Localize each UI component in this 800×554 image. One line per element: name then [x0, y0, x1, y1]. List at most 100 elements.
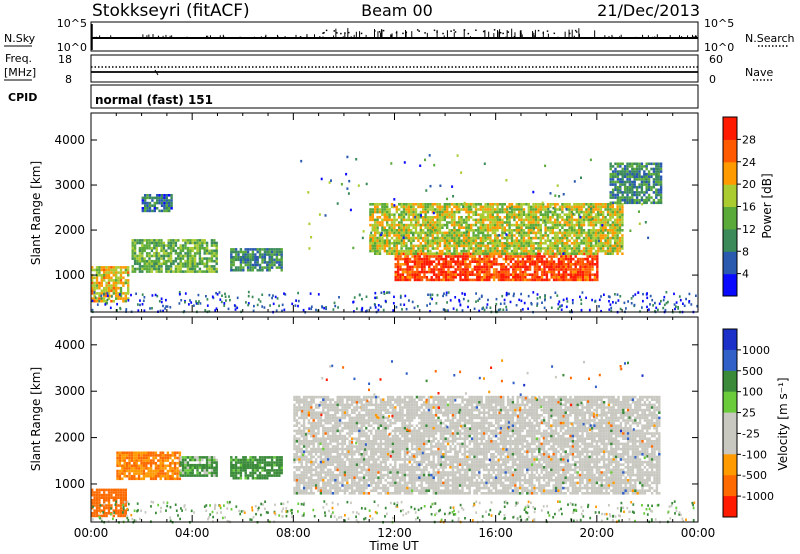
scatter-cell: [128, 451, 131, 455]
scatter-cell: [479, 229, 482, 232]
scatter-cell: [118, 474, 122, 478]
scatter-cell: [424, 226, 427, 229]
noise-cell: [275, 309, 278, 312]
noise-cell: [362, 230, 365, 233]
scatter-cell: [115, 506, 118, 510]
scatter-cell: [452, 270, 455, 274]
scatter-cell: [596, 255, 599, 258]
scatter-cell: [442, 257, 445, 261]
scatter-cell: [242, 250, 245, 254]
scatter-cell: [412, 216, 415, 219]
scatter-cell: [117, 488, 120, 492]
scatter-cell: [515, 249, 518, 253]
scatter-cell: [477, 208, 480, 211]
scatter-cell: [473, 268, 477, 271]
scatter-cell: [520, 244, 523, 248]
scatter-cell: [579, 276, 582, 279]
noise-cell: [573, 180, 576, 183]
noise-cell: [654, 301, 656, 305]
scatter-cell: [158, 209, 161, 213]
scatter-cell: [141, 270, 144, 273]
noise-cell: [445, 248, 448, 251]
scatter-cell: [586, 255, 589, 258]
scatter-cell: [124, 299, 127, 303]
scatter-cell: [118, 472, 122, 475]
scatter-cell: [420, 276, 424, 279]
scatter-cell: [592, 223, 595, 227]
scatter-cell: [454, 268, 457, 271]
scatter-cell: [414, 213, 418, 216]
scatter-cell: [507, 278, 510, 282]
scatter-cell: [103, 512, 106, 515]
scatter-cell: [119, 491, 123, 494]
scatter-cell: [93, 499, 96, 502]
scatter-cell: [586, 276, 589, 279]
scatter-cell: [381, 210, 384, 214]
scatter-cell: [592, 226, 595, 229]
scatter-cell: [455, 242, 458, 245]
scatter-cell: [486, 218, 490, 222]
noise-cell: [374, 306, 377, 309]
scatter-cell: [196, 471, 199, 475]
scatter-cell: [530, 218, 533, 222]
scatter-cell: [444, 260, 448, 263]
scatter-cell: [174, 244, 178, 247]
scatter-cell: [616, 198, 620, 202]
scatter-cell: [628, 172, 632, 176]
scatter-cell: [122, 493, 125, 497]
noise-cell: [429, 184, 432, 188]
scatter-cell: [614, 167, 617, 171]
scatter-cell: [621, 247, 624, 250]
scatter-cell: [98, 286, 101, 290]
scatter-cell: [566, 218, 569, 222]
scatter-cell: [426, 239, 430, 242]
scatter-cell: [431, 252, 434, 255]
noise-cell: [370, 238, 372, 241]
scatter-cell: [496, 208, 499, 211]
scatter-cell: [412, 252, 415, 255]
scatter-cell: [623, 188, 627, 192]
scatter-cell: [157, 239, 161, 242]
scatter-cell: [447, 263, 450, 266]
scatter-cell: [534, 221, 538, 224]
scatter-cell: [400, 234, 403, 237]
scatter-cell: [400, 213, 403, 216]
scatter-cell: [234, 258, 238, 262]
scatter-cell: [378, 242, 382, 245]
scatter-cell: [508, 247, 511, 250]
scatter-cell: [437, 255, 441, 258]
scatter-cell: [170, 199, 173, 202]
scatter-cell: [500, 268, 503, 271]
scatter-cell: [239, 458, 243, 462]
scatter-cell: [412, 236, 415, 240]
scatter-cell: [125, 451, 129, 455]
noise-cell: [627, 300, 629, 303]
scatter-cell: [578, 218, 581, 222]
scatter-cell: [205, 252, 209, 255]
scatter-cell: [424, 203, 427, 206]
scatter-cell: [191, 249, 194, 253]
scatter-cell: [448, 205, 451, 209]
scatter-cell: [95, 496, 99, 499]
scatter-cell: [586, 263, 589, 266]
noise-cell: [224, 292, 226, 296]
scatter-cell: [484, 203, 487, 206]
scatter-cell: [562, 260, 565, 263]
scatter-cell: [467, 236, 470, 240]
scatter-cell: [91, 501, 94, 505]
scatter-cell: [567, 257, 570, 261]
scatter-cell: [133, 477, 136, 481]
scatter-cell: [606, 218, 610, 222]
scatter-cell: [568, 223, 571, 227]
noise-cell: [223, 304, 226, 307]
scatter-cell: [438, 226, 442, 229]
scatter-cell: [592, 244, 595, 248]
scatter-cell: [171, 451, 174, 455]
scatter-cell: [623, 172, 627, 176]
scatter-cell: [422, 221, 425, 224]
noise-cell: [566, 300, 569, 303]
scatter-cell: [416, 255, 419, 258]
scatter-cell: [460, 208, 463, 211]
scatter-cell: [184, 241, 187, 245]
noise-cell: [530, 301, 533, 305]
